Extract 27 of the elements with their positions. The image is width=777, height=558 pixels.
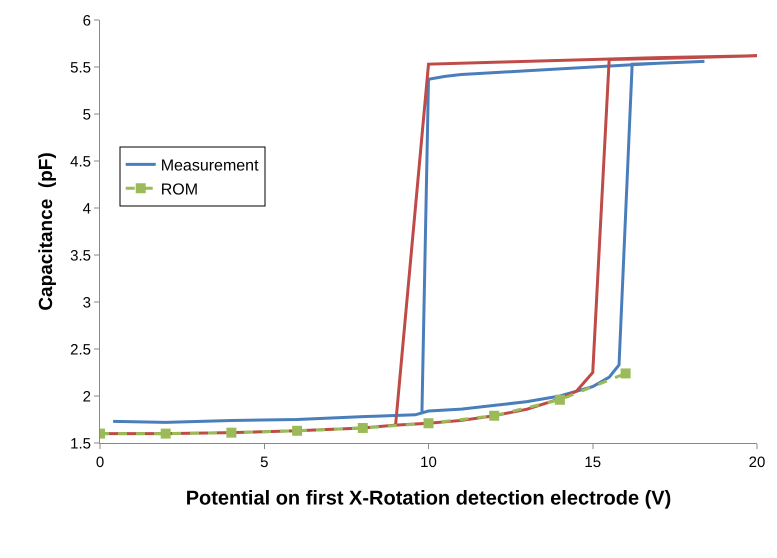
x-tick-label: 10: [420, 454, 437, 471]
y-axis-title: Capacitance (pF): [36, 152, 57, 311]
x-tick-label: 5: [260, 454, 268, 471]
y-tick-label: 2.5: [70, 341, 91, 358]
y-tick-label: 3.5: [70, 247, 91, 264]
legend-label: Measurement: [160, 158, 260, 175]
y-tick-label: 4: [82, 200, 91, 218]
point: [424, 418, 434, 428]
x-axis-title: Potential on first X-Rotation detection electrode (V): [186, 488, 672, 510]
legend-label: ROM: [160, 181, 198, 198]
x-tick-label: 15: [584, 454, 602, 471]
y-tick-label: 2: [82, 388, 91, 406]
y-tick-label: 5: [82, 106, 91, 124]
point: [489, 410, 500, 421]
y-tick-label: 4.5: [70, 153, 91, 170]
y-tick-label: 6: [82, 12, 91, 30]
y-tick-label: 5.5: [70, 59, 91, 76]
y-tick-label: 1.5: [70, 435, 91, 452]
y-tick-label: 3: [82, 294, 91, 312]
point: [554, 394, 565, 405]
point: [226, 428, 236, 438]
point: [358, 422, 368, 433]
x-tick-label: 0: [96, 454, 104, 471]
point: [160, 428, 171, 439]
point: [620, 368, 631, 378]
point: [292, 426, 302, 436]
x-tick-label: 20: [748, 454, 766, 471]
